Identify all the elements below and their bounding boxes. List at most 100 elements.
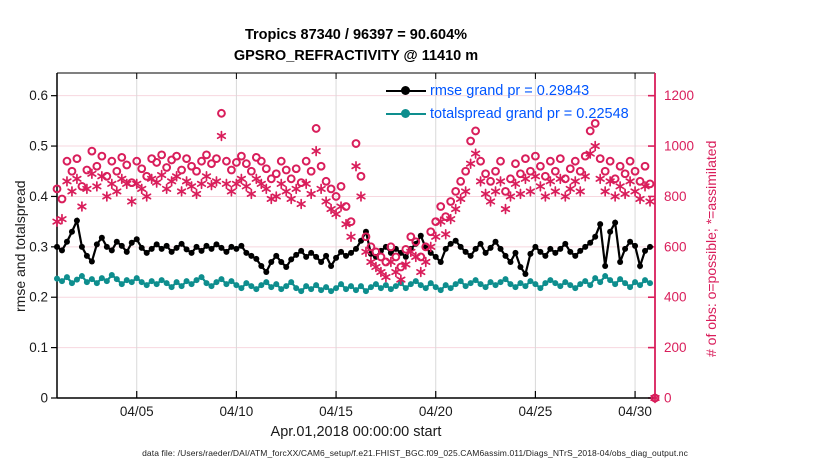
totalspread-marker (88, 276, 95, 283)
assimilated-obs-marker (525, 188, 536, 195)
rmse-marker (158, 245, 165, 252)
rmse-marker (437, 258, 444, 265)
possible-obs-marker (441, 212, 451, 222)
rmse-marker (577, 247, 584, 254)
totalspread-marker (318, 287, 325, 294)
totalspread-marker (118, 281, 125, 288)
totalspread-marker (173, 279, 180, 286)
totalspread-marker (278, 286, 285, 293)
rmse-marker (103, 243, 110, 250)
rmse-marker (338, 248, 345, 255)
rmse-marker (343, 252, 350, 259)
totalspread-marker (308, 286, 315, 293)
totalspread-marker (153, 281, 160, 288)
assimilated-obs-marker (650, 394, 660, 402)
rmse-marker (318, 258, 325, 265)
assimilated-obs-marker (640, 183, 650, 190)
rmse-marker (637, 262, 644, 269)
possible-obs-marker (261, 164, 271, 174)
rmse-marker (522, 271, 529, 278)
assimilated-obs-marker (391, 268, 401, 276)
assimilated-obs-marker (535, 183, 546, 190)
totalspread-line-swatch (386, 108, 426, 119)
totalspread-marker (83, 279, 90, 286)
totalspread-marker (632, 279, 639, 286)
assimilated-obs-marker (296, 200, 306, 208)
rmse-marker (138, 244, 145, 251)
rmse-marker (602, 262, 609, 269)
possible-obs-marker (256, 156, 266, 166)
totalspread-marker (258, 282, 265, 289)
assimilated-obs-marker (480, 190, 491, 197)
assimilated-obs-marker (291, 185, 301, 192)
assimilated-obs-marker (620, 190, 630, 197)
possible-obs-marker (535, 161, 545, 171)
totalspread-marker (552, 280, 559, 287)
rmse-marker (178, 240, 185, 247)
assimilated-obs-marker (580, 173, 590, 180)
rmse-marker (542, 252, 549, 259)
assimilated-obs-marker (331, 211, 341, 218)
assimilated-obs-marker (142, 193, 152, 200)
assimilated-obs-marker (67, 188, 77, 195)
rmse-marker (482, 249, 489, 256)
totalspread-marker (472, 277, 479, 284)
assimilated-obs-marker (117, 175, 127, 182)
assimilated-obs-marker (77, 203, 87, 210)
possible-obs-marker (351, 139, 361, 148)
totalspread-marker (377, 285, 384, 292)
y-right-tick-label: 800 (664, 189, 687, 204)
possible-obs-marker (281, 165, 291, 175)
totalspread-marker (602, 273, 609, 280)
possible-obs-marker (336, 181, 346, 191)
possible-obs-marker (326, 184, 336, 194)
rmse-marker (572, 252, 579, 259)
rmse-marker (54, 243, 60, 250)
rmse-marker (557, 245, 564, 252)
rmse-marker (502, 252, 509, 259)
assimilated-obs-marker (87, 170, 97, 177)
assimilated-obs-marker (520, 175, 531, 182)
rmse-marker (253, 255, 260, 262)
assimilated-obs-marker (510, 180, 521, 187)
totalspread-marker (407, 281, 414, 288)
possible-obs-marker (531, 151, 540, 161)
assimilated-obs-marker (625, 178, 635, 185)
y-left-tick-label: 0.3 (29, 239, 48, 254)
rmse-marker (328, 262, 335, 269)
possible-obs-marker (172, 151, 182, 161)
possible-obs-marker (516, 169, 525, 179)
totalspread-marker (198, 274, 205, 281)
totalspread-marker (392, 283, 399, 290)
rmse-marker (238, 242, 245, 249)
rmse-marker (492, 238, 499, 245)
assimilated-obs-marker (311, 148, 321, 155)
rmse-marker (567, 248, 574, 255)
possible-obs-marker (545, 156, 555, 166)
rmse-marker (427, 249, 434, 256)
rmse-marker (168, 248, 175, 255)
totalspread-marker (273, 281, 280, 288)
totalspread-marker (158, 277, 165, 284)
totalspread-marker (497, 279, 504, 286)
y-right-tick-label: 400 (664, 290, 687, 305)
assimilated-obs-marker (336, 203, 346, 210)
assimilated-obs-marker (406, 248, 416, 255)
rmse-marker (313, 253, 320, 260)
assimilated-obs-marker (630, 188, 640, 195)
totalspread-marker (362, 288, 369, 295)
assimilated-obs-marker (122, 180, 132, 187)
x-tick-label: 04/25 (519, 404, 553, 419)
totalspread-marker (133, 275, 140, 282)
possible-obs-marker (605, 156, 615, 166)
assimilated-obs-marker (570, 178, 580, 185)
totalspread-marker (417, 282, 424, 289)
assimilated-obs-marker (396, 276, 406, 283)
totalspread-marker (627, 284, 634, 291)
assimilated-obs-marker (431, 233, 441, 240)
rmse-marker (288, 256, 295, 263)
possible-obs-marker (590, 118, 600, 128)
y-axis-label-left: rmse and totalspread (12, 180, 28, 312)
legend-item-totalspread: totalspread grand pr = 0.22548 (386, 102, 629, 125)
